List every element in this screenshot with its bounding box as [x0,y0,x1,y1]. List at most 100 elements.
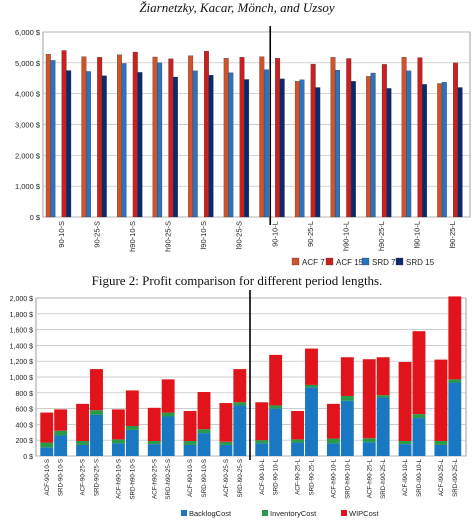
bar [335,70,341,218]
profit-comparison-chart: 0 $ 1,000 $ 2,000 $ 3,000 $ 4,000 $ 5,000 $ 6,… [15,26,471,267]
x-tick-label: ACF-90-25-S [80,459,87,495]
bar-segment [54,435,68,456]
bar-segment [125,390,139,426]
bar-segment [76,440,90,445]
legend-label: SRD 15 [406,258,435,267]
bar-segment [362,359,376,439]
bar [350,81,356,218]
y-tick-label: 200 $ [15,438,33,445]
legend-label: ACF 15 [336,258,364,267]
x-tick-label: l90-10-S [199,221,208,249]
x-tick-label: ACF-90-10-L [259,458,266,494]
bar [386,88,392,218]
legend-label: InventoryCost [270,509,317,518]
x-tick-label: SRD-l90-25-S [237,459,244,498]
y-tick-label: 600 $ [15,407,33,414]
page-header: Žiarnetzky, Kacar, Mönch, and Uzsoy [139,0,335,15]
bar-segment [305,384,318,388]
bar-segment [219,441,233,445]
bar-segment [376,357,390,396]
x-tick-label: SRD-h90-10-S [129,459,136,500]
x-tick-label: SRD-90-25-S [93,459,100,496]
y-tick-label: 3,000 $ [15,121,41,130]
bar [172,76,178,218]
bar-segment [233,369,247,403]
bar-segment [183,440,197,445]
bar-segment [197,429,211,434]
bar-segment [54,409,68,431]
bar-segment [340,400,354,456]
legend-label: BacklogCost [189,509,232,518]
x-tick-label: ACF-l90-25-L [438,458,445,496]
x-tick-label: l90-25-S [235,221,244,249]
x-tick-label: SRD-h90-10-L [344,458,351,498]
bar-segment [326,403,340,439]
legend-swatch [181,510,187,516]
bar [66,70,72,218]
bar-segment [197,433,211,456]
bar [315,87,321,218]
bar [101,75,107,218]
bar-segment [147,444,161,456]
bar-segment [362,442,376,456]
bar-segment [412,418,426,456]
bar-segment [197,392,211,430]
x-tick-label: SRD-l90-10-L [416,458,423,496]
bar-segment [305,387,318,456]
x-tick-label: ACF-h90-10-S [115,459,122,499]
bar [422,84,427,218]
bar [244,79,250,218]
x-tick-label: SRD-h90-25-L [380,458,387,498]
bar-segment [219,444,233,456]
bar [457,87,463,218]
bar-segment [40,447,54,456]
legend-label: SRD 7 [372,258,396,267]
y-tick-label: 6,000 $ [15,28,41,37]
bar [137,72,143,218]
bar-segment [54,430,68,436]
bar-segment [90,410,103,415]
bar [50,60,56,218]
bar-segment [183,444,197,456]
x-tick-label: 90-10-L [270,221,279,247]
bar-segment [398,444,412,456]
y-tick-label: 1,400 $ [10,343,33,350]
legend-swatch [325,257,334,266]
bar-segment [412,331,426,415]
bar-segment [161,379,175,413]
bar-segment [125,425,139,430]
legend-swatch [262,510,268,516]
bar [370,72,376,218]
bar-segment [340,357,354,396]
x-tick-label: SRD-90-10-L [273,458,280,495]
bar-segment [255,440,269,444]
bar [86,71,91,218]
bar-segment [233,405,247,456]
y-tick-label: 0 $ [30,213,41,222]
bar-segment [90,369,103,411]
legend-swatch [341,510,347,516]
bar-segment [147,440,161,445]
bar-segment [255,443,269,456]
x-tick-label: ACF-l90-10-L [402,458,409,496]
bar-segment [111,439,125,444]
bar-segment [161,416,175,456]
y-tick-label: 0 $ [23,454,33,461]
bar [228,72,234,218]
bar-segment [125,429,139,456]
y-tick-label: 400 $ [15,422,33,429]
bar-segment [255,402,269,441]
x-tick-label: h90-10-S [128,221,137,252]
x-tick-label: h90-25-L [377,221,386,251]
bar-segment [291,410,305,440]
bar-segment [434,444,448,456]
x-tick-label: ACF-h90-10-L [330,458,337,498]
bar-segment [111,409,125,440]
bar-segment [376,395,390,398]
bar [279,78,285,218]
y-tick-label: 2,000 $ [10,296,33,303]
y-tick-label: 4,000 $ [15,90,41,99]
y-tick-label: 1,800 $ [10,312,33,319]
bar-segment [111,443,125,456]
y-tick-label: 1,000 $ [10,375,33,382]
